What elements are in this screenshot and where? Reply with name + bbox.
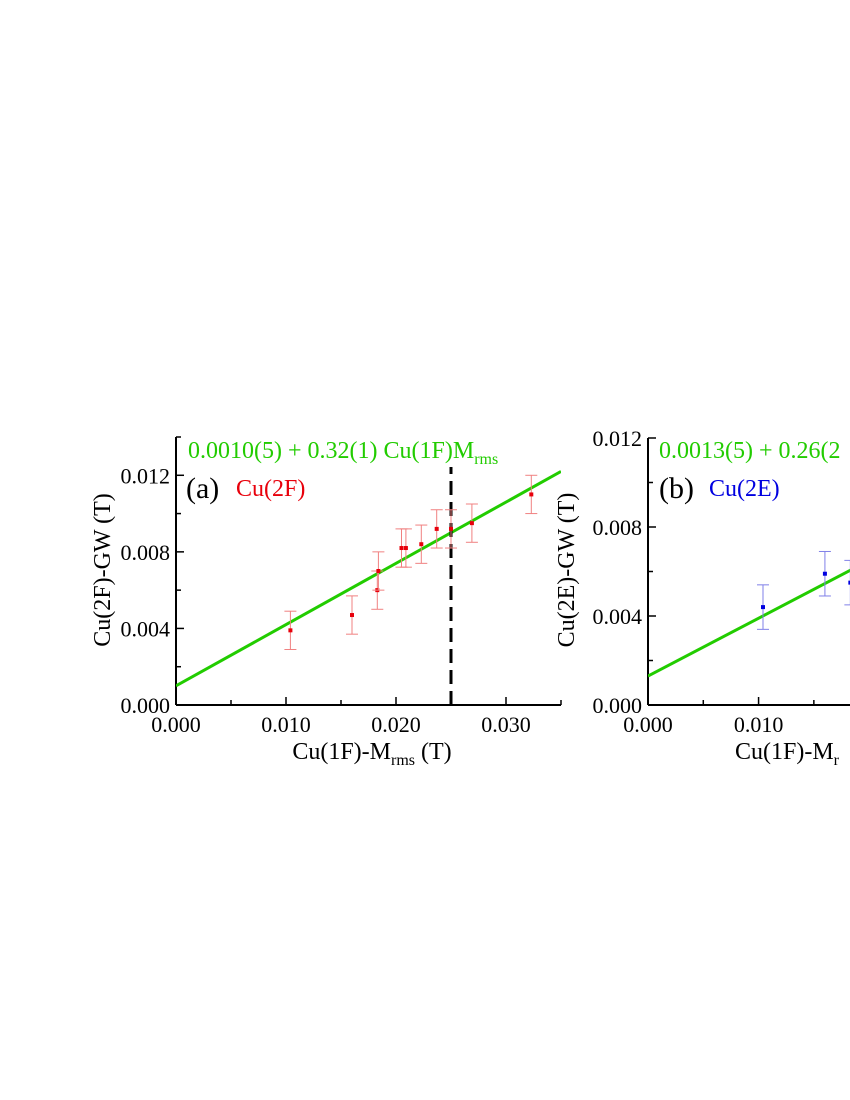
data-point: [822, 571, 827, 576]
data-point: [469, 521, 474, 526]
y-tick-label: 0.008: [593, 515, 643, 540]
x-tick-label: 0.030: [481, 712, 531, 737]
x-tick-label: 0.000: [151, 712, 201, 737]
fit-line: [648, 568, 850, 678]
fit-equation: 0.0013(5) + 0.26(2: [659, 438, 841, 464]
fit-equation-subscript: rms: [474, 451, 498, 468]
fit-equation: 0.0010(5) + 0.32(1) Cu(1F)Mrms: [188, 438, 498, 468]
y-axis-label: Cu(2E)-GW (T): [554, 493, 580, 648]
x-tick-label: 0.010: [734, 712, 784, 737]
x-tick-label: 0.020: [371, 712, 421, 737]
fit-equation-main: 0.0010(5) + 0.32(1) Cu(1F)M: [188, 438, 474, 464]
y-tick-label: 0.012: [593, 426, 643, 451]
data-point: [529, 492, 534, 497]
y-tick-label: 0.000: [593, 693, 643, 718]
data-point: [399, 546, 404, 551]
x-axis-label: Cu(1F)-Mr: [735, 739, 840, 769]
plot-area: [176, 467, 561, 705]
y-tick-label: 0.004: [593, 604, 643, 629]
series-label: Cu(2E): [709, 476, 780, 502]
fit-line: [176, 470, 561, 688]
data-point: [288, 628, 293, 633]
x-tick-label: 0.000: [623, 712, 673, 737]
y-tick-label: 0.008: [121, 540, 171, 565]
panel-a: 0.000 0.010 0.020 0.030 0.000 0.004 0.008 0.012…: [90, 436, 562, 769]
x-axis-label-subscript: r: [834, 752, 840, 769]
plot-area: [648, 550, 850, 678]
data-point: [760, 605, 765, 610]
x-axis-label-subscript: rms: [391, 752, 415, 769]
y-tick-label: 0.012: [121, 463, 171, 488]
data-point: [449, 526, 453, 531]
x-axis-label-main: Cu(1F)-M: [292, 739, 391, 765]
data-point: [419, 542, 424, 547]
data-point: [376, 569, 381, 573]
data-point: [350, 613, 354, 618]
y-axis-label: Cu(2F)-GW (T): [90, 493, 116, 647]
panel-label: (a): [186, 472, 219, 505]
data-point: [848, 580, 850, 585]
x-axis-label-unit: (T): [415, 739, 452, 765]
panel-b: 0.0000.01000.0000.0040.0080.0120.0013(5)…: [554, 426, 850, 769]
data-point: [403, 546, 408, 551]
x-axis-label: Cu(1F)-Mrms (T): [292, 739, 451, 769]
y-tick-label: 0.004: [121, 616, 171, 641]
series-label: Cu(2F): [236, 476, 305, 502]
x-axis-label-main: Cu(1F)-M: [735, 739, 834, 765]
x-tick-label: 0.010: [261, 712, 311, 737]
data-point: [434, 526, 439, 531]
panel-label: (b): [659, 472, 694, 505]
y-tick-label: 0.000: [121, 693, 171, 718]
